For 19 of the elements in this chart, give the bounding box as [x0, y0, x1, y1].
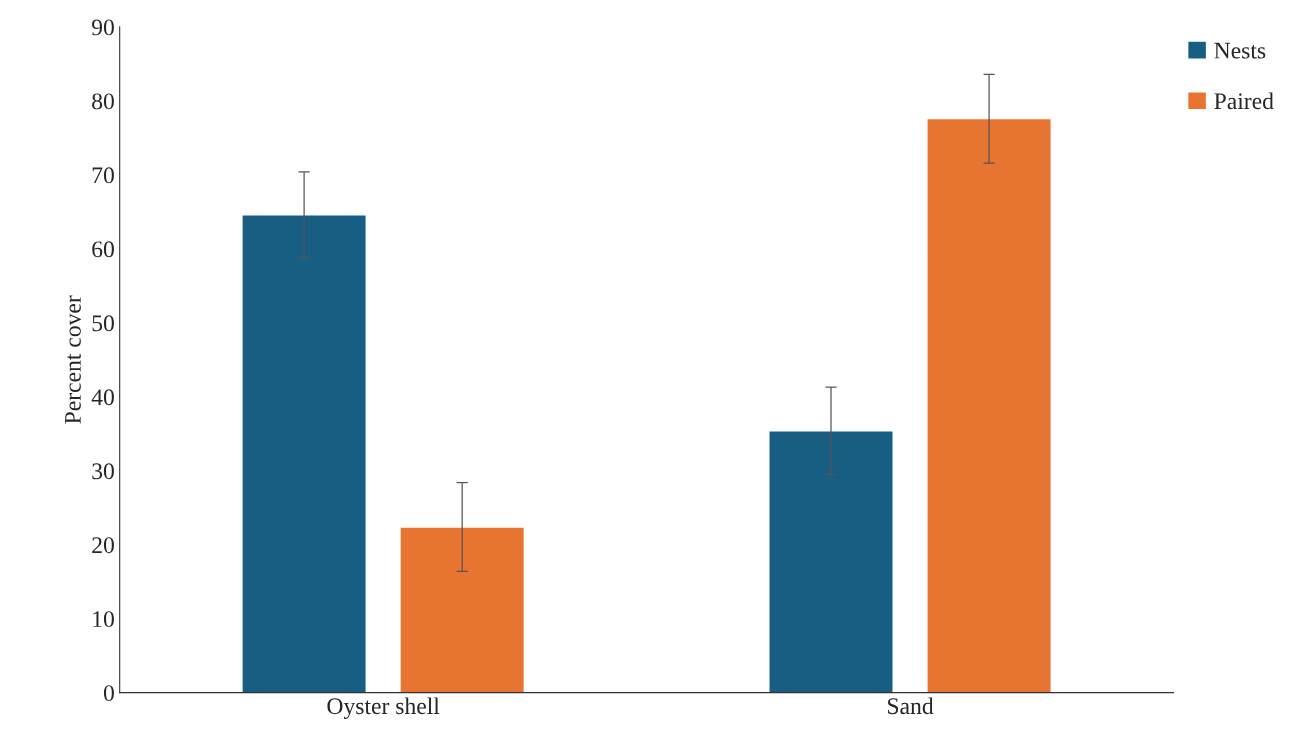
- y-tick-label: 20: [92, 537, 114, 554]
- bar: [399, 526, 526, 693]
- bar: [768, 430, 894, 693]
- y-tick-label: 0: [103, 685, 114, 702]
- y-tick-label: 40: [91, 389, 114, 406]
- x-tick-label: Oyster shell: [327, 697, 440, 719]
- legend-label: Nests: [1214, 42, 1266, 59]
- y-tick-label: 10: [93, 611, 114, 628]
- y-axis-title: Percent cover: [65, 295, 81, 424]
- y-tick-label: 60: [92, 241, 114, 258]
- bar: [241, 214, 367, 693]
- y-tick-label: 30: [92, 463, 114, 480]
- bar: [926, 117, 1052, 693]
- y-tick-label: 80: [92, 93, 114, 110]
- legend-label: Paired: [1214, 92, 1274, 110]
- x-tick-label: Sand: [888, 697, 934, 715]
- y-tick-label: 50: [92, 315, 114, 332]
- y-tick-label: 90: [91, 19, 114, 36]
- y-tick-label: 70: [92, 167, 114, 184]
